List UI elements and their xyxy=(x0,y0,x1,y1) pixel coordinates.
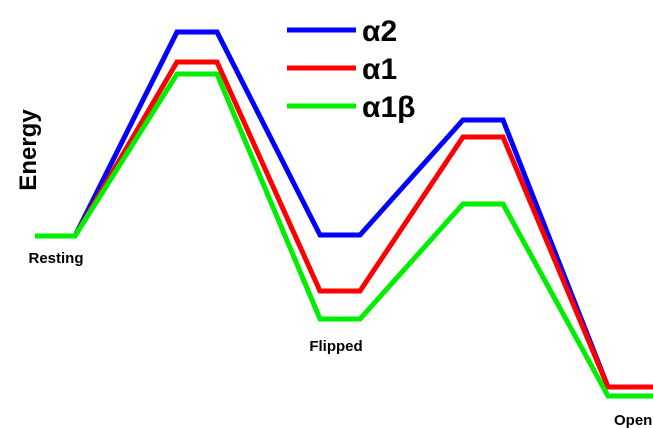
curve xyxy=(35,29,653,390)
curve xyxy=(35,71,653,399)
legend-label: α2 xyxy=(362,15,397,48)
legend-label: α1β xyxy=(362,91,415,124)
state-label: Open xyxy=(614,412,652,428)
curve xyxy=(35,59,653,390)
axis-label: Energy xyxy=(15,109,42,191)
state-label: Resting xyxy=(28,250,83,267)
legend-label: α1 xyxy=(362,53,397,86)
state-label: Flipped xyxy=(309,338,362,355)
